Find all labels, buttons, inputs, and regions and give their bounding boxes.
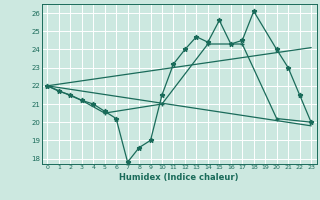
- X-axis label: Humidex (Indice chaleur): Humidex (Indice chaleur): [119, 173, 239, 182]
